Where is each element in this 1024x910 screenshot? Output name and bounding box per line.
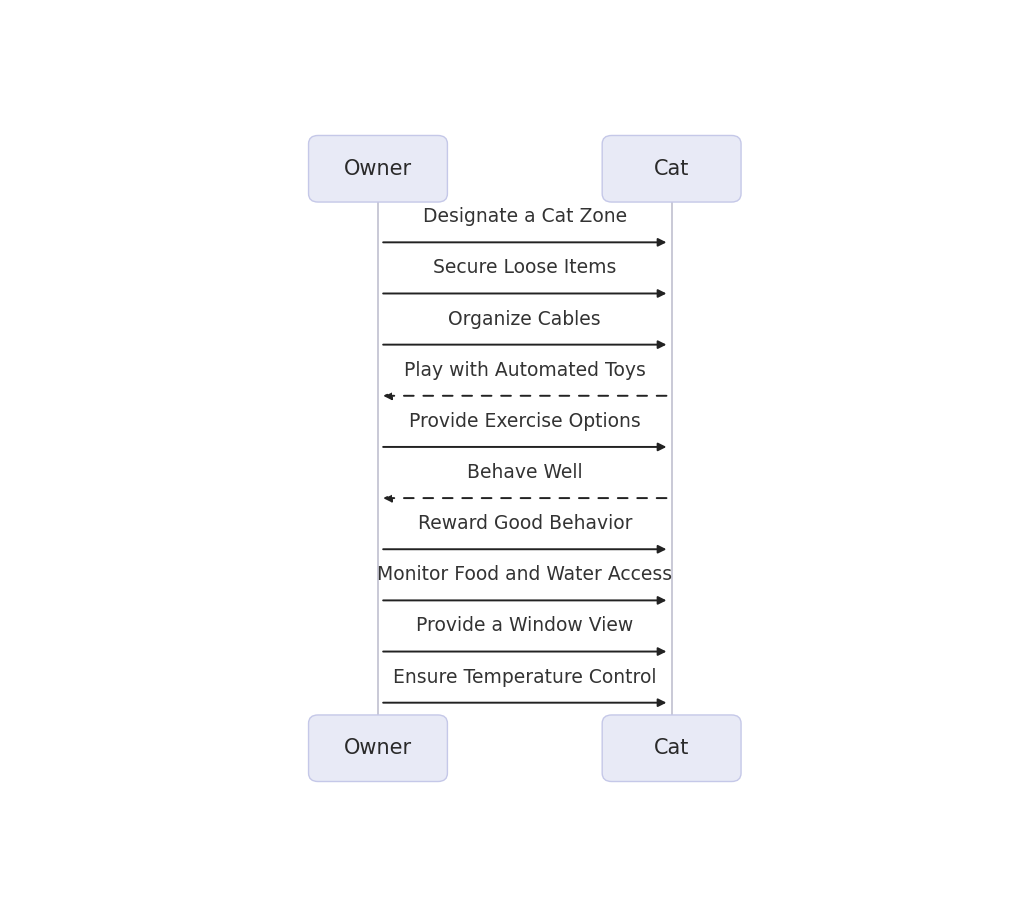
FancyBboxPatch shape xyxy=(602,715,741,782)
Text: Play with Automated Toys: Play with Automated Toys xyxy=(403,360,646,379)
Text: Behave Well: Behave Well xyxy=(467,463,583,482)
Text: Designate a Cat Zone: Designate a Cat Zone xyxy=(423,207,627,227)
FancyBboxPatch shape xyxy=(308,136,447,202)
Text: Provide a Window View: Provide a Window View xyxy=(416,616,634,635)
Text: Owner: Owner xyxy=(344,158,412,178)
Text: Cat: Cat xyxy=(654,158,689,178)
Text: Ensure Temperature Control: Ensure Temperature Control xyxy=(393,668,656,686)
Text: Provide Exercise Options: Provide Exercise Options xyxy=(409,412,641,430)
Text: Cat: Cat xyxy=(654,738,689,758)
Text: Owner: Owner xyxy=(344,738,412,758)
Text: Organize Cables: Organize Cables xyxy=(449,309,601,329)
Text: Monitor Food and Water Access: Monitor Food and Water Access xyxy=(377,565,673,584)
FancyBboxPatch shape xyxy=(602,136,741,202)
Text: Secure Loose Items: Secure Loose Items xyxy=(433,258,616,278)
FancyBboxPatch shape xyxy=(308,715,447,782)
Text: Reward Good Behavior: Reward Good Behavior xyxy=(418,514,632,533)
